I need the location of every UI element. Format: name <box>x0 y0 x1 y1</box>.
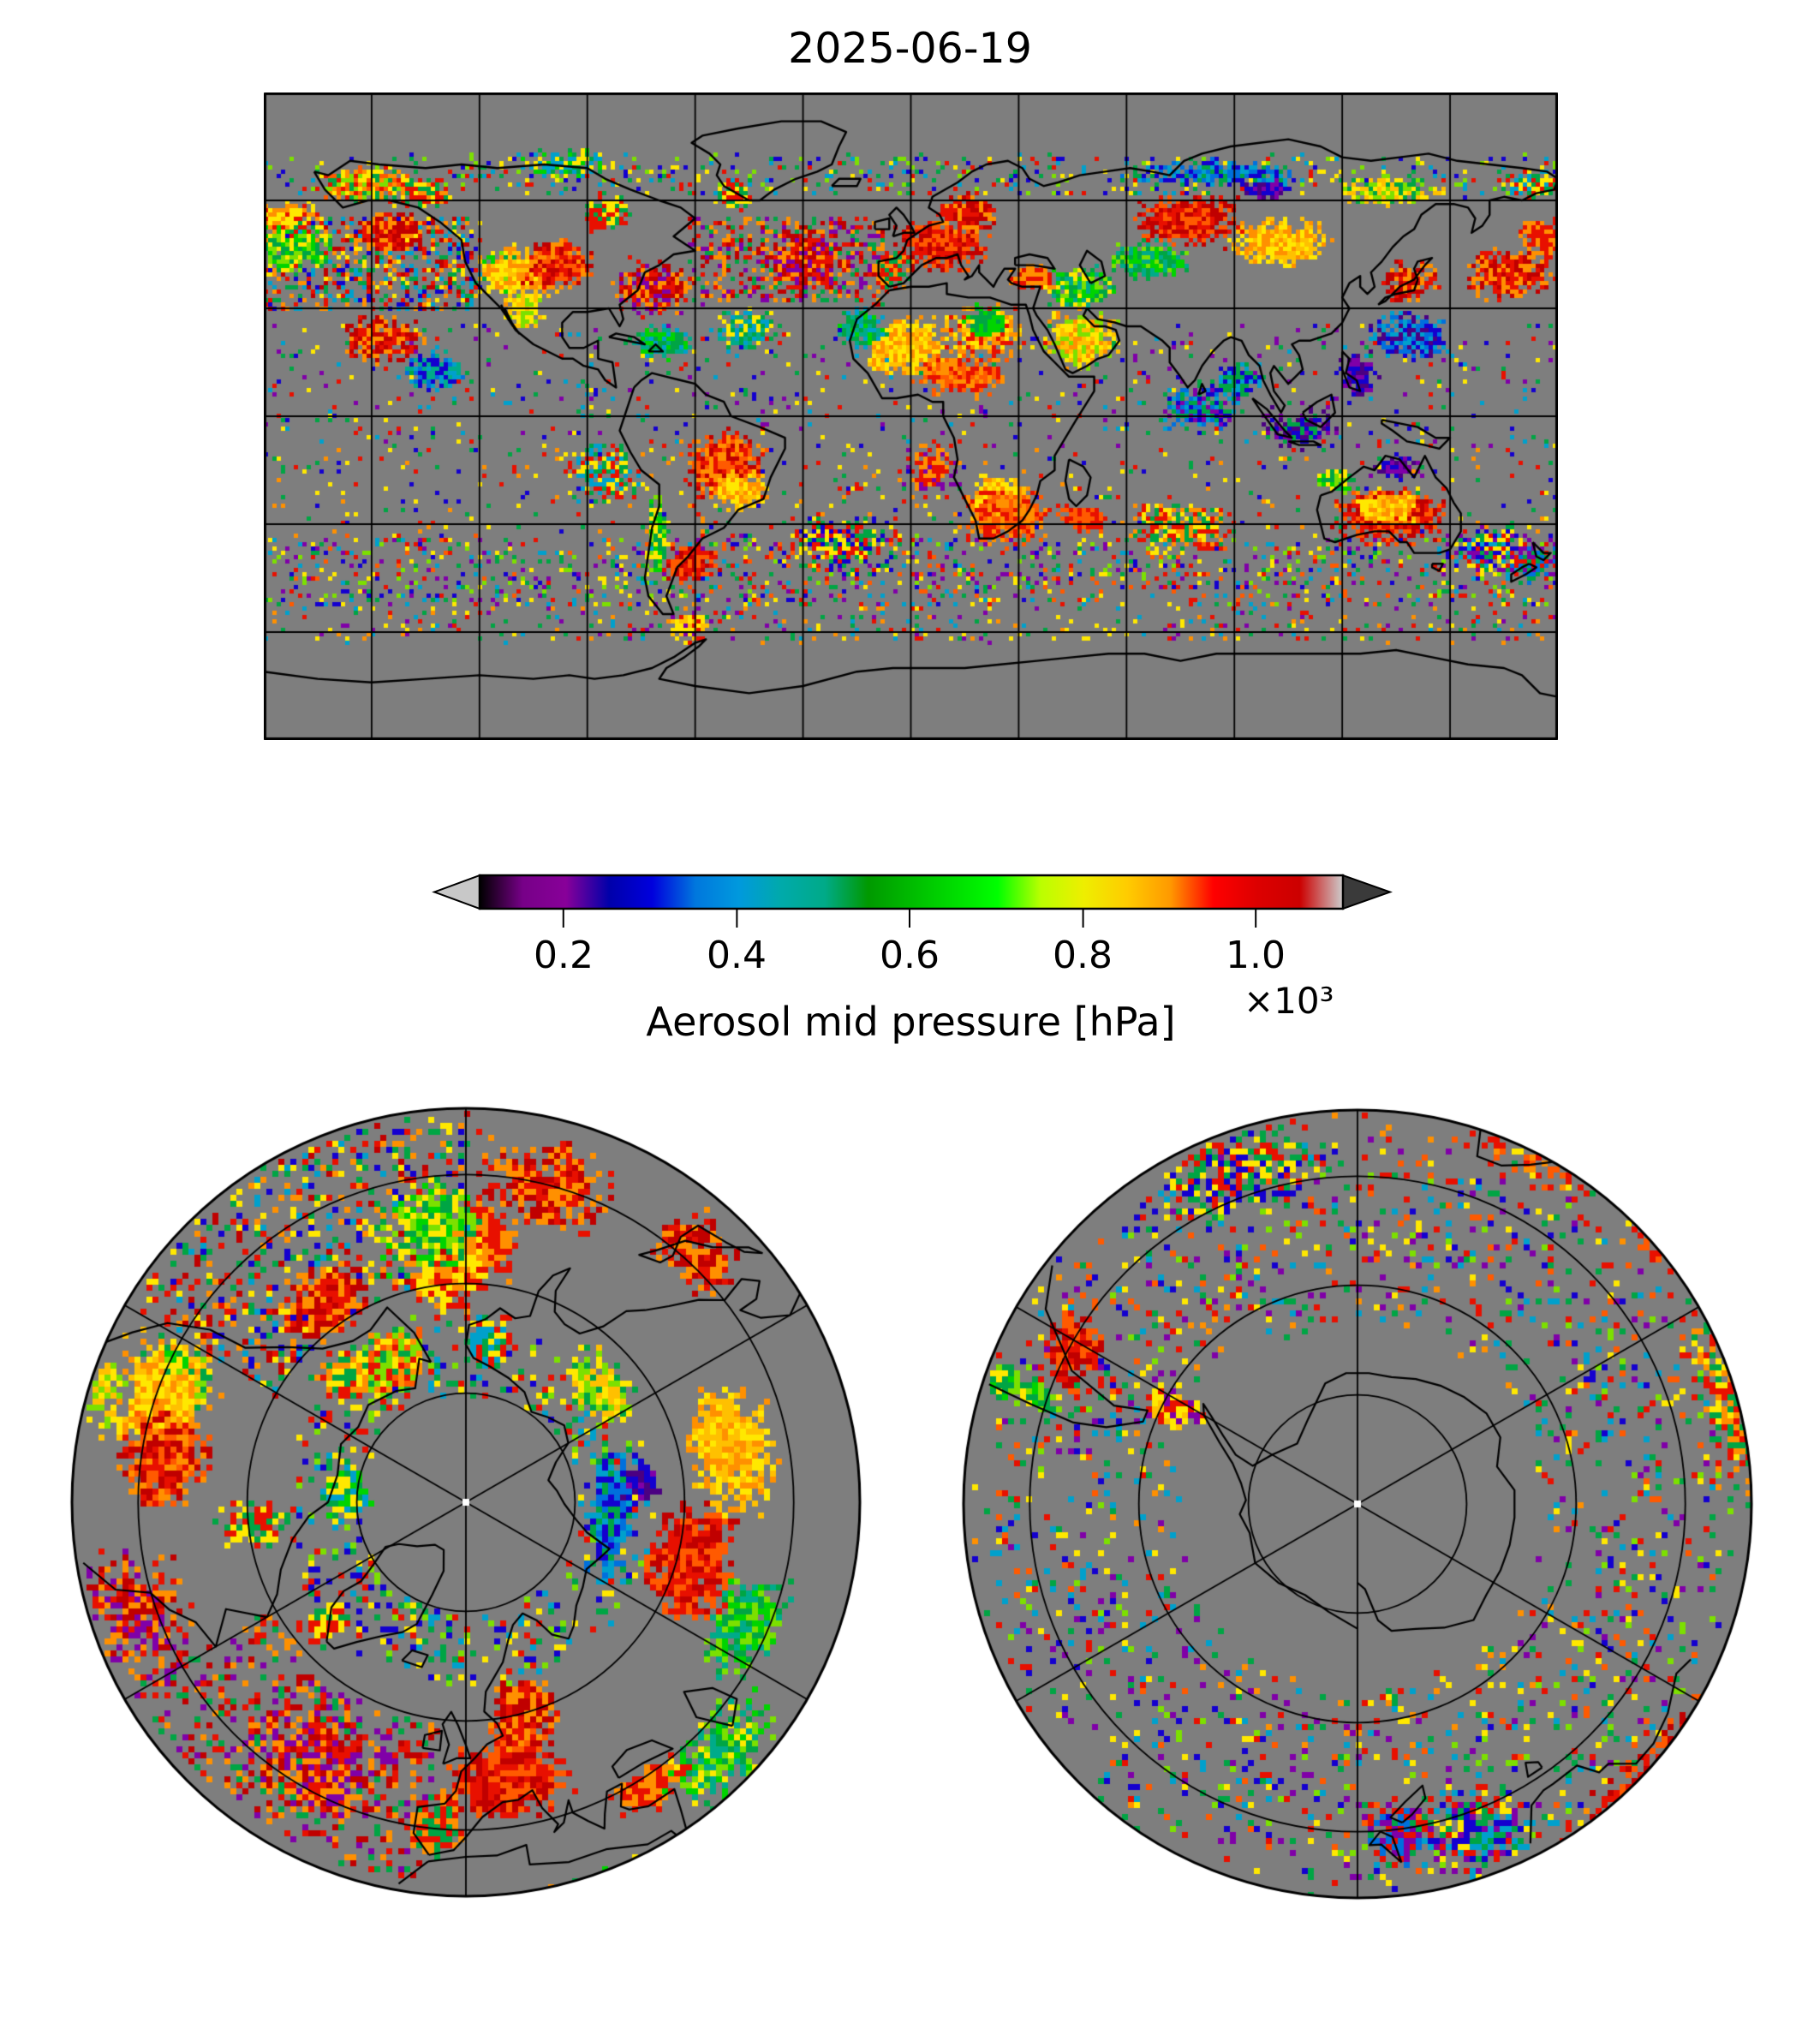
colorbar-tick-label: 1.0 <box>1226 934 1286 977</box>
colorbar-under-arrow <box>432 874 480 910</box>
colorbar-tick-label: 0.8 <box>1053 934 1113 977</box>
colorbar-tick-label: 0.2 <box>534 934 594 977</box>
colorbar-tick-label: 0.6 <box>880 934 940 977</box>
colorbar-offset-label: ×10³ <box>1244 980 1334 1022</box>
colorbar <box>432 874 1393 928</box>
global-aerosol-map <box>264 92 1558 740</box>
colorbar-gradient-bar <box>478 874 1345 910</box>
north-polar-aerosol-map <box>69 1105 863 1900</box>
colorbar-tick-label: 0.4 <box>707 934 767 977</box>
figure-title: 2025-06-19 <box>788 24 1032 73</box>
colorbar-axis-label: Aerosol mid pressure [hPa] <box>646 999 1176 1045</box>
colorbar-over-arrow <box>1342 874 1393 910</box>
south-polar-aerosol-map <box>960 1107 1755 1901</box>
